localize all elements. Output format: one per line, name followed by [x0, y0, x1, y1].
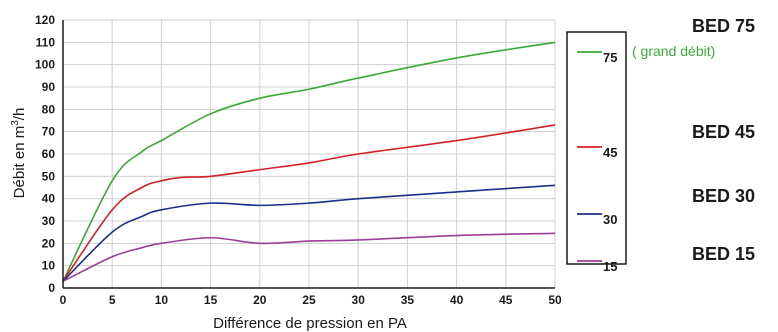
legend-label-45: 45 [603, 145, 617, 160]
series-line-75 [62, 41, 556, 282]
y-tick-label: 110 [36, 35, 56, 49]
axes [62, 20, 555, 289]
legend-label-30: 30 [603, 212, 617, 227]
series-line-30 [62, 184, 556, 282]
y-tick-label: 70 [42, 125, 56, 139]
y-tick-label: 10 [42, 259, 56, 273]
series-lines [62, 41, 556, 283]
x-tick-label: 30 [352, 293, 366, 307]
legend-label-75: 75 [603, 50, 617, 65]
x-tick-label: 5 [109, 293, 116, 307]
tick-labels: 0 10 20 30 40 50 60 70 80 90 100 110 120 0 5 10 15 20 25 30… [35, 13, 562, 307]
legend: 75 45 30 15 [577, 50, 617, 274]
y-tick-label: 100 [35, 58, 55, 72]
x-tick-label: 10 [155, 293, 169, 307]
bed-label: BED 30 [692, 186, 755, 206]
x-tick-label: 35 [401, 293, 415, 307]
legend-note: ( grand débit) [632, 43, 715, 59]
series-line-15 [62, 232, 556, 283]
y-tick-label: 120 [35, 13, 55, 27]
y-axis-title-tail: /h [11, 108, 28, 121]
y-tick-label: 30 [42, 214, 56, 228]
x-tick-label: 25 [302, 293, 316, 307]
legend-label-15: 15 [603, 259, 617, 274]
legend-box [566, 31, 627, 265]
y-tick-label: 20 [42, 236, 56, 250]
y-tick-label: 90 [42, 80, 56, 94]
x-tick-label: 15 [204, 293, 218, 307]
y-tick-label: 0 [48, 281, 55, 295]
bed-labels: BED 75 BED 45 BED 30 BED 15 [692, 16, 755, 264]
grid [62, 19, 556, 289]
y-tick-label: 80 [42, 102, 56, 116]
y-tick-label: 60 [42, 147, 56, 161]
y-tick-label: 50 [42, 169, 56, 183]
y-axis-title-sup: 3 [10, 120, 21, 126]
y-axis-title-main: Débit en m [11, 126, 28, 199]
x-axis-title: Différence de pression en PA [213, 315, 407, 332]
x-tick-label: 40 [450, 293, 464, 307]
y-tick-label: 40 [42, 192, 56, 206]
x-tick-label: 20 [253, 293, 267, 307]
series-line-45 [62, 124, 556, 282]
x-tick-label: 0 [60, 293, 67, 307]
x-tick-label: 45 [499, 293, 513, 307]
y-axis-title: Débit en m3/h [10, 108, 28, 199]
bed-label: BED 15 [692, 244, 755, 264]
x-tick-label: 50 [548, 293, 562, 307]
bed-label: BED 75 [692, 16, 755, 36]
bed-label: BED 45 [692, 122, 755, 142]
